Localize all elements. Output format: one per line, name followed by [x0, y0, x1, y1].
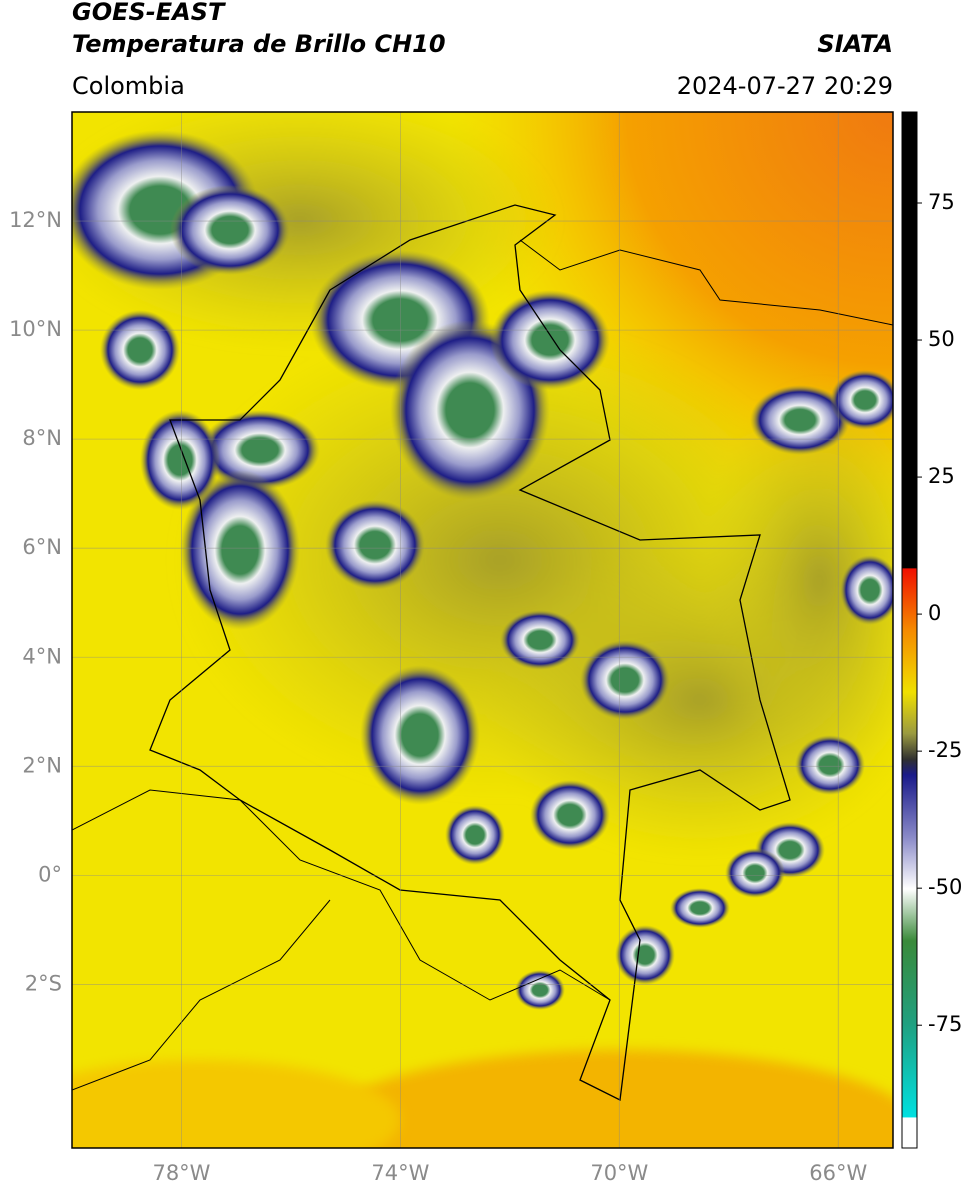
colorbar-label: 25	[928, 464, 955, 488]
title: GOES-EAST	[72, 0, 226, 26]
colorbar-label: -50	[928, 875, 962, 899]
lon-label: 78°W	[152, 1161, 210, 1185]
colorbar	[901, 111, 918, 1149]
colorbar-label: 50	[928, 327, 955, 351]
lat-label: 12°N	[9, 208, 62, 232]
map-frame	[71, 111, 894, 1149]
title: Temperatura de Brillo CH10	[72, 30, 446, 58]
colorbar-label: 0	[928, 601, 941, 625]
lat-label: 2°N	[22, 753, 62, 777]
lat-label: 6°N	[22, 535, 62, 559]
lat-label: 8°N	[22, 426, 62, 450]
colorbar-label: 75	[928, 190, 955, 214]
lat-label: 0°	[38, 862, 62, 886]
lat-label: 10°N	[9, 317, 62, 341]
colorbar-label: -25	[928, 738, 962, 762]
country-border	[149, 204, 791, 1101]
source: SIATA	[817, 30, 893, 58]
lon-label: 66°W	[809, 1161, 867, 1185]
lat-label: 4°N	[22, 644, 62, 668]
datetime: 2024-07-27 20:29	[677, 72, 893, 100]
satellite-image	[72, 112, 893, 1148]
colorbar-label: -75	[928, 1012, 962, 1036]
lat-label: 2°S	[25, 971, 62, 995]
region: Colombia	[72, 72, 185, 100]
lon-label: 74°W	[371, 1161, 429, 1185]
lon-label: 70°W	[590, 1161, 648, 1185]
